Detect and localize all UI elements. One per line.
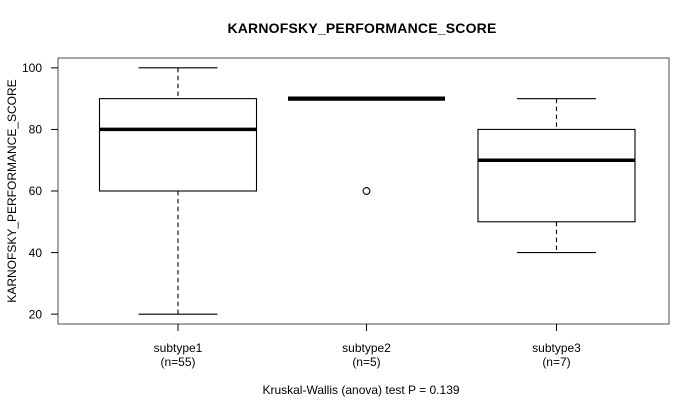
y-tick-label: 40 (29, 246, 43, 260)
boxplots (98, 67, 636, 315)
x-tick-sublabel: (n=7) (542, 355, 570, 369)
y-tick-label: 60 (29, 184, 43, 198)
box-group (288, 96, 445, 195)
x-axis: subtype1(n=55) subtype2(n=5) subtype3(n=7) (154, 324, 581, 369)
statistical-test-annotation: Kruskal-Wallis (anova) test P = 0.139 (262, 383, 459, 397)
y-tick-label: 80 (29, 123, 43, 137)
x-tick-label: subtype3 (532, 341, 581, 355)
y-tick-label: 100 (22, 61, 42, 75)
y-axis-label: KARNOFSKY_PERFORMANCE_SCORE (5, 79, 19, 302)
iqr-box (477, 128, 636, 223)
x-tick-label: subtype1 (154, 341, 203, 355)
x-tick-sublabel: (n=5) (352, 355, 380, 369)
box-group (477, 98, 636, 254)
x-tick-label: subtype2 (342, 341, 391, 355)
box-group (98, 67, 258, 315)
x-tick-sublabel: (n=55) (160, 355, 195, 369)
outlier-point (362, 187, 371, 195)
y-tick-label: 20 (29, 307, 43, 321)
y-axis: 20 40 60 80 100 (22, 61, 58, 321)
iqr-box (98, 98, 258, 192)
chart-title: KARNOFSKY_PERFORMANCE_SCORE (227, 20, 496, 36)
